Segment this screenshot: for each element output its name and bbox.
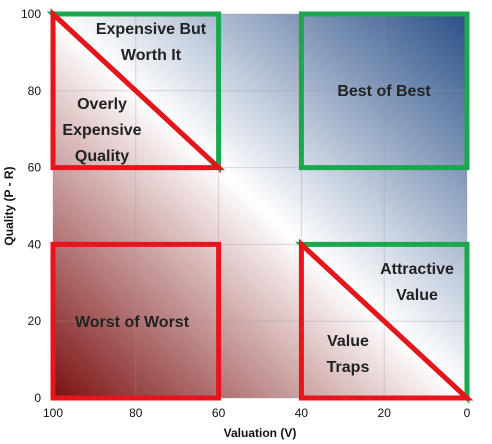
x-tick-label: 40 <box>295 406 309 420</box>
zone-red-triangle-5 <box>298 238 474 401</box>
y-tick-label: 80 <box>28 84 42 98</box>
x-axis-ticks: 100 80 60 40 20 0 <box>43 406 471 420</box>
x-tick-label: 20 <box>378 406 392 420</box>
zone-label: Overly Expensive Quality <box>62 96 141 165</box>
zone-label: Best of Best <box>337 83 431 100</box>
y-tick-label: 40 <box>28 237 42 251</box>
x-tick-label: 60 <box>212 406 226 420</box>
zone-label: Value Traps <box>327 333 370 376</box>
zone-label-line: Traps <box>327 359 370 376</box>
zone-red-triangle-1 <box>50 8 225 171</box>
zone-label-line: Value <box>396 287 438 304</box>
x-tick-label: 100 <box>43 406 63 420</box>
zone-labels: Expensive But Worth It Overly Expensive Qual… <box>62 21 454 376</box>
y-axis-title: Quality (P - R) <box>2 166 16 245</box>
x-tick-label: 0 <box>464 406 471 420</box>
x-axis-title: Valuation (V) <box>224 426 297 440</box>
zone-label: Worst of Worst <box>75 314 190 331</box>
zone-label-line: Worth It <box>121 47 182 64</box>
zone-label-line: Attractive <box>380 261 454 278</box>
y-axis-ticks: 0 20 40 60 80 100 <box>21 7 41 405</box>
zone-red-rect-3 <box>50 241 222 401</box>
zone-label-line: Quality <box>75 148 129 165</box>
zone-label: Expensive But Worth It <box>96 21 207 64</box>
y-tick-label: 0 <box>34 391 41 405</box>
zone-label-line: Best of Best <box>337 83 431 100</box>
y-tick-label: 20 <box>28 314 42 328</box>
zones <box>46 8 474 404</box>
zone-green-rect-2 <box>298 11 470 171</box>
zone-label-line: Overly <box>77 96 127 113</box>
zone-label-line: Expensive But <box>96 21 207 38</box>
y-tick-label: 60 <box>28 161 42 175</box>
x-tick-label: 80 <box>129 406 143 420</box>
zone-label-line: Expensive <box>62 122 141 139</box>
zone-label-line: Worst of Worst <box>75 314 190 331</box>
zone-label-line: Value <box>327 333 369 350</box>
y-tick-label: 100 <box>21 7 41 21</box>
zone-label: Attractive Value <box>380 261 454 304</box>
